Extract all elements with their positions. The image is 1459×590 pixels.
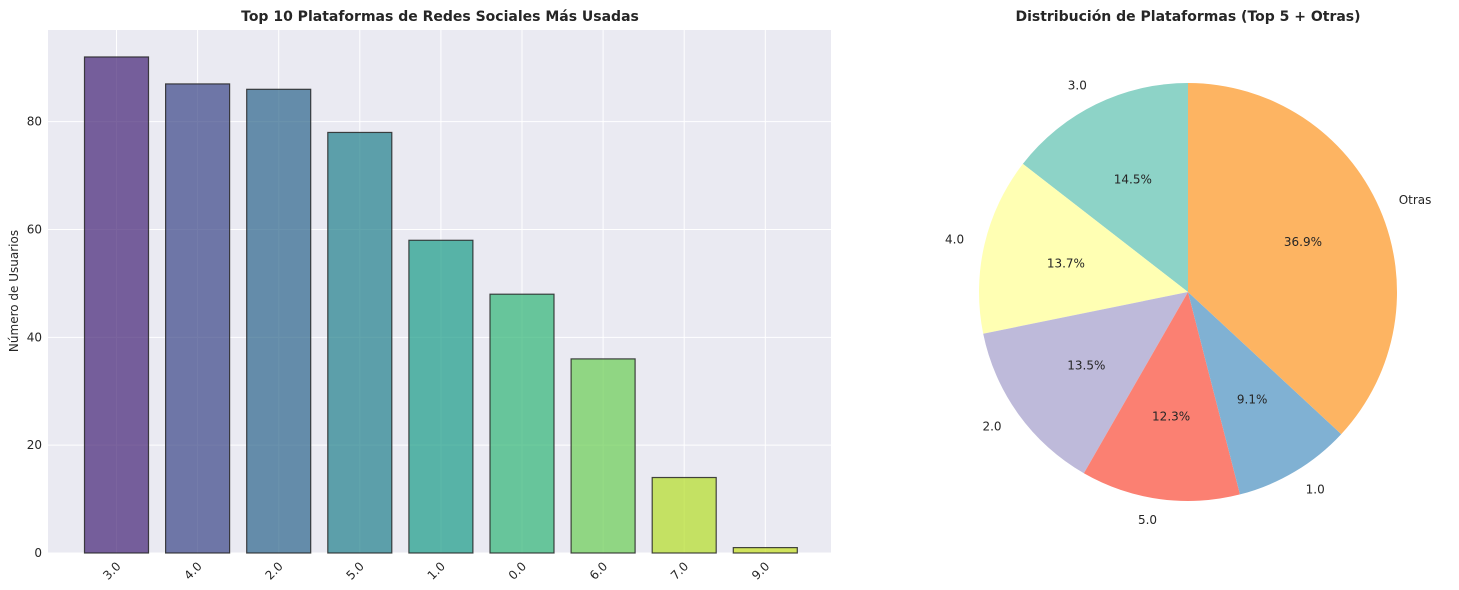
y-axis-label: Número de Usuarios xyxy=(7,230,21,352)
bar xyxy=(570,358,636,554)
x-tick-label: 6.0 xyxy=(587,559,610,582)
pie-percent-label: 9.1% xyxy=(1237,393,1268,407)
bar xyxy=(83,56,150,554)
bar xyxy=(327,131,393,554)
pie-percent-label: 13.5% xyxy=(1067,358,1105,372)
x-tick-label: 5.0 xyxy=(344,559,367,582)
pie-label: 5.0 xyxy=(1138,513,1157,527)
pie-slice xyxy=(1188,292,1342,495)
x-tick-label: 0.0 xyxy=(506,559,529,582)
x-tick-labels: 3.0 4.0 2.0 5.0 1.0 0.0 6.0 7.0 9.0 xyxy=(100,559,772,582)
pie-label: 1.0 xyxy=(1306,483,1325,497)
pie-slice xyxy=(978,163,1188,334)
pie-percent-label: 14.5% xyxy=(1114,172,1152,186)
bars xyxy=(83,56,798,554)
y-tick-label: 0 xyxy=(34,546,42,560)
pie-label: 3.0 xyxy=(1068,79,1087,93)
bar xyxy=(246,88,312,554)
bar xyxy=(651,476,717,554)
pie-slice xyxy=(983,292,1188,474)
x-tick-label: 9.0 xyxy=(749,559,772,582)
y-tick-label: 20 xyxy=(27,438,42,452)
y-tick-labels: 0 20 40 60 80 xyxy=(27,115,42,560)
pie-slice xyxy=(1188,83,1397,435)
pie-percent-label: 13.7% xyxy=(1047,256,1085,270)
x-tick-label: 4.0 xyxy=(181,559,204,582)
bar xyxy=(489,293,555,554)
y-tick-label: 40 xyxy=(27,330,42,344)
bar-chart: Top 10 Plataformas de Redes Sociales Más… xyxy=(7,9,831,583)
pie-percent-label: 12.3% xyxy=(1152,409,1190,423)
y-tick-label: 80 xyxy=(27,115,42,129)
pie-labels: 3.0 4.0 2.0 5.0 1.0 Otras xyxy=(945,79,1431,527)
pie-slices xyxy=(978,83,1397,501)
x-tick-label: 7.0 xyxy=(668,559,691,582)
pie-chart-title: Distribución de Plataformas (Top 5 + Otr… xyxy=(1015,9,1360,25)
x-tick-label: 3.0 xyxy=(100,559,123,582)
pie-label: Otras xyxy=(1399,193,1432,207)
pie-percent-labels: 14.5% 13.7% 13.5% 12.3% 9.1% 36.9% xyxy=(1047,172,1322,423)
pie-chart: Distribución de Plataformas (Top 5 + Otr… xyxy=(945,9,1431,527)
bar xyxy=(732,547,798,554)
pie-slice xyxy=(1022,83,1188,292)
pie-label: 4.0 xyxy=(945,233,964,247)
bar xyxy=(165,83,231,554)
x-tick-label: 2.0 xyxy=(262,559,285,582)
bar xyxy=(408,239,474,554)
bar-chart-title: Top 10 Plataformas de Redes Sociales Más… xyxy=(241,9,639,25)
y-tick-label: 60 xyxy=(27,222,42,236)
pie-label: 2.0 xyxy=(982,420,1001,434)
x-tick-label: 1.0 xyxy=(425,559,448,582)
pie-slice xyxy=(1083,292,1240,501)
pie-percent-label: 36.9% xyxy=(1284,235,1322,249)
